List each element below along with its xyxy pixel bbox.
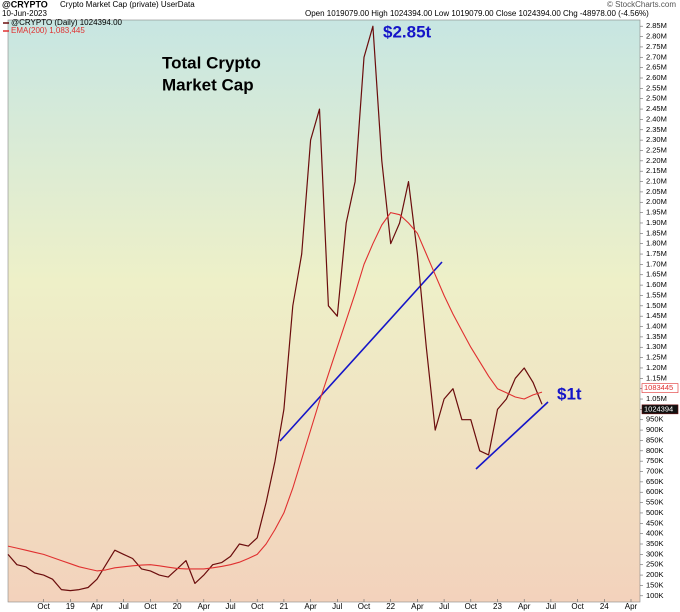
x-tick-label: Apr [198,602,211,611]
y-tick-label: 850K [646,435,664,444]
x-tick-label: Oct [358,602,371,611]
y-tick-label: 400K [646,529,664,538]
y-tick-label: 2.10M [646,177,667,186]
y-tick-label: 450K [646,518,664,527]
chart-name: Crypto Market Cap (private) UserData [60,0,195,9]
series-line [7,25,543,592]
y-tick-label: 1.20M [646,363,667,372]
price-tag-box [641,383,679,393]
x-tick-label: 21 [279,602,288,611]
y-tick-label: 150K [646,580,664,589]
y-tick-label: 350K [646,539,664,548]
x-tick-label: Apr [518,602,531,611]
y-tick-label: 2.55M [646,83,667,92]
y-tick-label: 1.60M [646,280,667,289]
x-tick-label: Oct [465,602,478,611]
date: 10-Jun-2023 [2,9,47,18]
x-tick-label: 23 [493,602,502,611]
credit: © StockCharts.com [607,0,676,9]
x-tick-label: Apr [411,602,424,611]
annotation-title: Total Crypto [162,53,261,72]
x-tick-label: 22 [386,602,395,611]
y-tick-label: 800K [646,446,664,455]
y-tick-label: 2.20M [646,156,667,165]
y-tick-label: 1.30M [646,342,667,351]
annotation-now: $1t [557,384,582,403]
legend-label: @CRYPTO (Daily) 1024394.00 [11,18,123,27]
x-tick-label: Apr [625,602,638,611]
y-tick-label: 2.80M [646,32,667,41]
y-tick-label: 500K [646,508,664,517]
y-tick-label: 950K [646,415,664,424]
y-tick-label: 1.70M [646,259,667,268]
y-tick-label: 1.15M [646,373,667,382]
x-tick-label: Jul [439,602,449,611]
y-tick-label: 1.05M [646,394,667,403]
y-tick-label: 100K [646,591,664,600]
y-tick-label: 1.45M [646,311,667,320]
y-tick-label: 1.50M [646,301,667,310]
y-tick-label: 300K [646,549,664,558]
x-tick-label: Apr [91,602,104,611]
y-tick-label: 2.45M [646,104,667,113]
y-tick-label: 2.85M [646,21,667,30]
x-tick-label: Oct [571,602,584,611]
y-tick-label: 650K [646,477,664,486]
y-tick-label: 1.35M [646,332,667,341]
y-tick-label: 2.15M [646,166,667,175]
y-tick-label: 2.05M [646,187,667,196]
legend-label: EMA(200) 1,083,445 [11,26,85,35]
y-tick-label: 1.90M [646,218,667,227]
x-tick-label: Oct [251,602,264,611]
x-tick-label: Oct [37,602,50,611]
y-tick-label: 2.75M [646,42,667,51]
x-tick-label: Jul [546,602,556,611]
y-tick-label: 2.35M [646,125,667,134]
y-tick-label: 900K [646,425,664,434]
y-tick-label: 2.50M [646,94,667,103]
x-tick-label: Oct [144,602,157,611]
price-tag: 1024394 [644,404,673,413]
x-tick-label: 19 [66,602,75,611]
annotation-peak: $2.85t [383,22,432,41]
y-tick-label: 1.75M [646,249,667,258]
y-tick-label: 2.30M [646,135,667,144]
y-tick-label: 1.65M [646,270,667,279]
y-tick-label: 250K [646,560,664,569]
plot-area [7,19,641,603]
y-tick-label: 200K [646,570,664,579]
annotation-title: Market Cap [162,75,254,94]
y-tick-label: 550K [646,498,664,507]
y-tick-label: 1.40M [646,322,667,331]
x-tick-label: 24 [600,602,609,611]
y-tick-label: 2.00M [646,197,667,206]
price-tag: 1083445 [644,383,673,392]
y-tick-label: 2.65M [646,63,667,72]
y-tick-label: 2.25M [646,145,667,154]
x-tick-label: Apr [304,602,317,611]
price-tag-box [641,404,679,415]
x-tick-label: 20 [173,602,182,611]
symbol: @CRYPTO [2,0,48,9]
series-line [7,212,543,572]
y-tick-label: 1.95M [646,208,667,217]
y-tick-label: 2.60M [646,73,667,82]
trendline [279,261,443,442]
y-tick-label: 1.80M [646,239,667,248]
y-tick-label: 2.40M [646,114,667,123]
y-tick-label: 700K [646,467,664,476]
y-tick-label: 750K [646,456,664,465]
x-tick-label: Jul [119,602,129,611]
x-tick-label: Jul [332,602,342,611]
x-tick-label: Jul [225,602,235,611]
quote: Open 1019079.00 High 1024394.00 Low 1019… [305,9,649,18]
y-tick-label: 1.85M [646,228,667,237]
y-tick-label: 600K [646,487,664,496]
y-tick-label: 2.70M [646,52,667,61]
y-tick-label: 1.55M [646,290,667,299]
trendline [475,401,549,470]
y-tick-label: 1.25M [646,353,667,362]
